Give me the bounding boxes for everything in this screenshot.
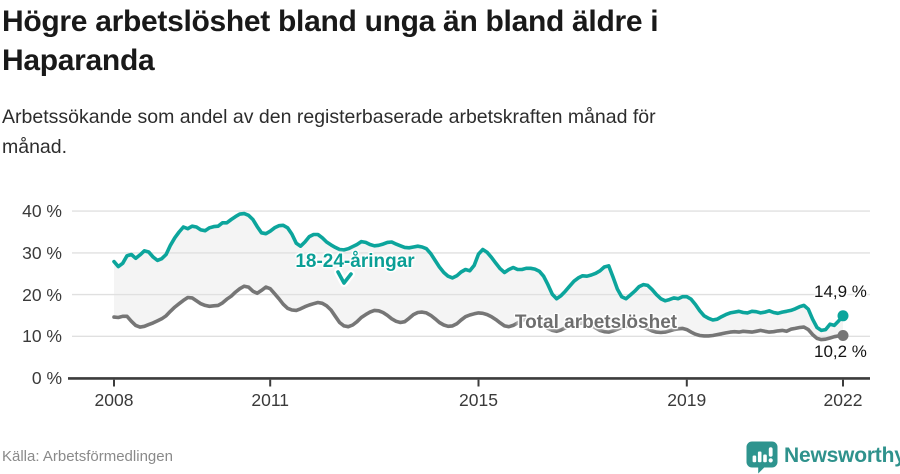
- series-line-young: [112, 211, 845, 333]
- area-between-series: [114, 213, 843, 340]
- subtitle-line-2: månad.: [2, 136, 68, 158]
- source-note: Källa: Arbetsförmedlingen: [2, 448, 173, 465]
- arrow-down-icon: [334, 268, 355, 287]
- x-axis-label-2015: 2015: [459, 390, 498, 410]
- y-axis-label-20: 20 %: [22, 284, 62, 305]
- page-title: Högre arbetslöshet bland unga än bland ä…: [2, 2, 892, 80]
- brand-wordmark: Newsworthy: [784, 444, 900, 467]
- series-end-dot-total: [837, 330, 849, 341]
- series-label-young: 18-24-åringar: [295, 251, 415, 272]
- line-chart: [68, 210, 870, 387]
- x-axis-label-2008: 2008: [94, 390, 134, 410]
- subtitle-line-1: Arbetssökande som andel av den registerb…: [2, 106, 656, 128]
- y-axis-label-30: 30 %: [22, 242, 62, 263]
- y-axis-label-10: 10 %: [22, 326, 62, 347]
- x-axis-label-2022: 2022: [823, 390, 863, 410]
- x-axis-label-2011: 2011: [251, 390, 290, 410]
- y-axis-label-0: 0 %: [31, 368, 62, 388]
- chart-subtitle: Arbetssökande som andel av den registerb…: [2, 102, 822, 162]
- bar-chart-speech-bubble-icon: [746, 441, 778, 474]
- end-value-young: 14,9 %: [814, 282, 867, 301]
- brand-logo: Newsworthy: [745, 440, 900, 474]
- x-axis-label-2019: 2019: [667, 390, 707, 410]
- series-line-total: [112, 284, 845, 342]
- end-value-total: 10,2 %: [814, 342, 867, 361]
- title-line-2: Haparanda: [2, 44, 155, 77]
- series-end-dot-young: [837, 310, 849, 322]
- y-axis-label-40: 40 %: [22, 201, 62, 222]
- series-label-total: Total arbetslöshet: [514, 312, 678, 333]
- title-line-1: Högre arbetslöshet bland unga än bland ä…: [2, 5, 659, 38]
